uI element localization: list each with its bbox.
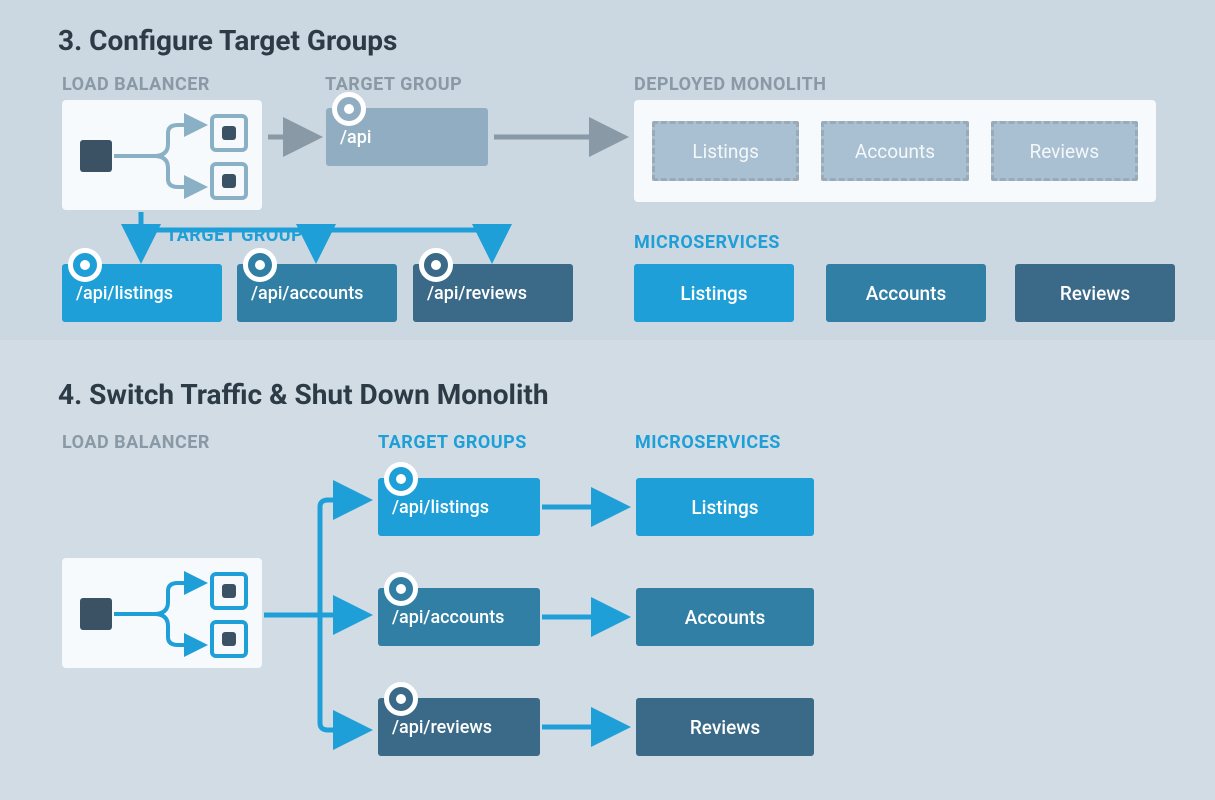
target-group-label: /api/listings <box>392 497 489 518</box>
monolith-slot: Accounts <box>821 121 968 181</box>
target-group-label: /api/accounts <box>251 283 363 304</box>
load-balancer-target-icon <box>210 114 248 152</box>
target-icon <box>384 462 418 496</box>
target-icon <box>332 92 366 126</box>
label-microservices: MICROSERVICES <box>634 232 780 253</box>
monolith-slot: Reviews <box>991 121 1138 181</box>
target-icon <box>384 572 418 606</box>
target-group-label: /api/accounts <box>392 607 504 628</box>
microservice-accounts: Accounts <box>826 264 986 322</box>
section-3-title: 3. Configure Target Groups <box>58 24 397 57</box>
target-icon <box>243 248 277 282</box>
label-deployed-monolith: DEPLOYED MONOLITH <box>634 74 826 95</box>
load-balancer-target-icon <box>210 162 248 200</box>
microservice-reviews: Reviews <box>636 698 814 756</box>
section-configure-target-groups: 3. Configure Target Groups LOAD BALANCER… <box>0 0 1215 340</box>
label-load-balancer: LOAD BALANCER <box>62 74 210 95</box>
label-target-groups: TARGET GROUPS <box>378 432 527 453</box>
load-balancer-target-icon <box>210 572 248 610</box>
target-group-accounts: /api/accounts <box>237 264 397 322</box>
target-group-label: /api <box>340 127 371 148</box>
target-group-reviews: /api/reviews <box>413 264 573 322</box>
target-icon <box>419 248 453 282</box>
load-balancer-card <box>62 558 262 668</box>
target-group-listings: /api/listings <box>378 478 540 536</box>
target-group-label: /api/listings <box>76 283 173 304</box>
load-balancer-target-icon <box>210 620 248 658</box>
target-group-accounts: /api/accounts <box>378 588 540 646</box>
target-group-label: /api/reviews <box>392 717 492 738</box>
target-group-api: /api <box>326 108 488 166</box>
microservice-listings: Listings <box>634 264 794 322</box>
section-switch-traffic: 4. Switch Traffic & Shut Down Monolith L… <box>0 340 1215 800</box>
microservice-reviews: Reviews <box>1015 264 1175 322</box>
microservice-listings: Listings <box>636 478 814 536</box>
load-balancer-card <box>62 100 262 210</box>
label-microservices: MICROSERVICES <box>635 432 781 453</box>
monolith-slot: Listings <box>652 121 799 181</box>
section-4-title: 4. Switch Traffic & Shut Down Monolith <box>58 378 549 411</box>
target-icon <box>384 682 418 716</box>
target-icon <box>68 248 102 282</box>
target-group-listings: /api/listings <box>62 264 222 322</box>
deployed-monolith-card: Listings Accounts Reviews <box>634 100 1156 202</box>
label-load-balancer: LOAD BALANCER <box>62 432 210 453</box>
microservice-accounts: Accounts <box>636 588 814 646</box>
label-target-groups: TARGET GROUPS <box>166 225 315 246</box>
target-group-reviews: /api/reviews <box>378 698 540 756</box>
target-group-label: /api/reviews <box>427 283 527 304</box>
